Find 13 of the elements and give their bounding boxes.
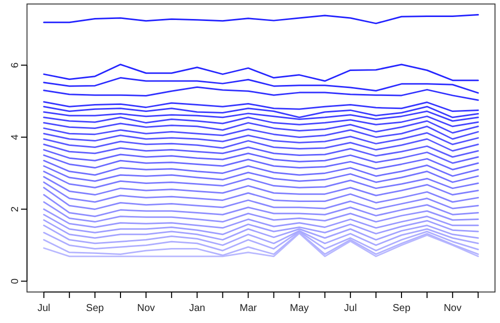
x-tick-label: Mar [240,303,258,314]
y-tick-label: 0 [10,278,21,284]
y-tick-label: 4 [10,134,21,140]
x-tick-label: Sep [392,303,411,314]
x-tick-label: May [290,303,309,314]
x-tick-label: Nov [137,303,155,314]
x-tick-label: Jul [37,303,50,314]
x-tick-label: Nov [444,303,462,314]
x-tick-label: Jan [189,303,206,314]
y-tick-label: 2 [10,206,21,212]
x-tick-label: Sep [86,303,104,314]
x-tick-label: Jul [344,303,357,314]
y-tick-label: 6 [10,62,21,68]
